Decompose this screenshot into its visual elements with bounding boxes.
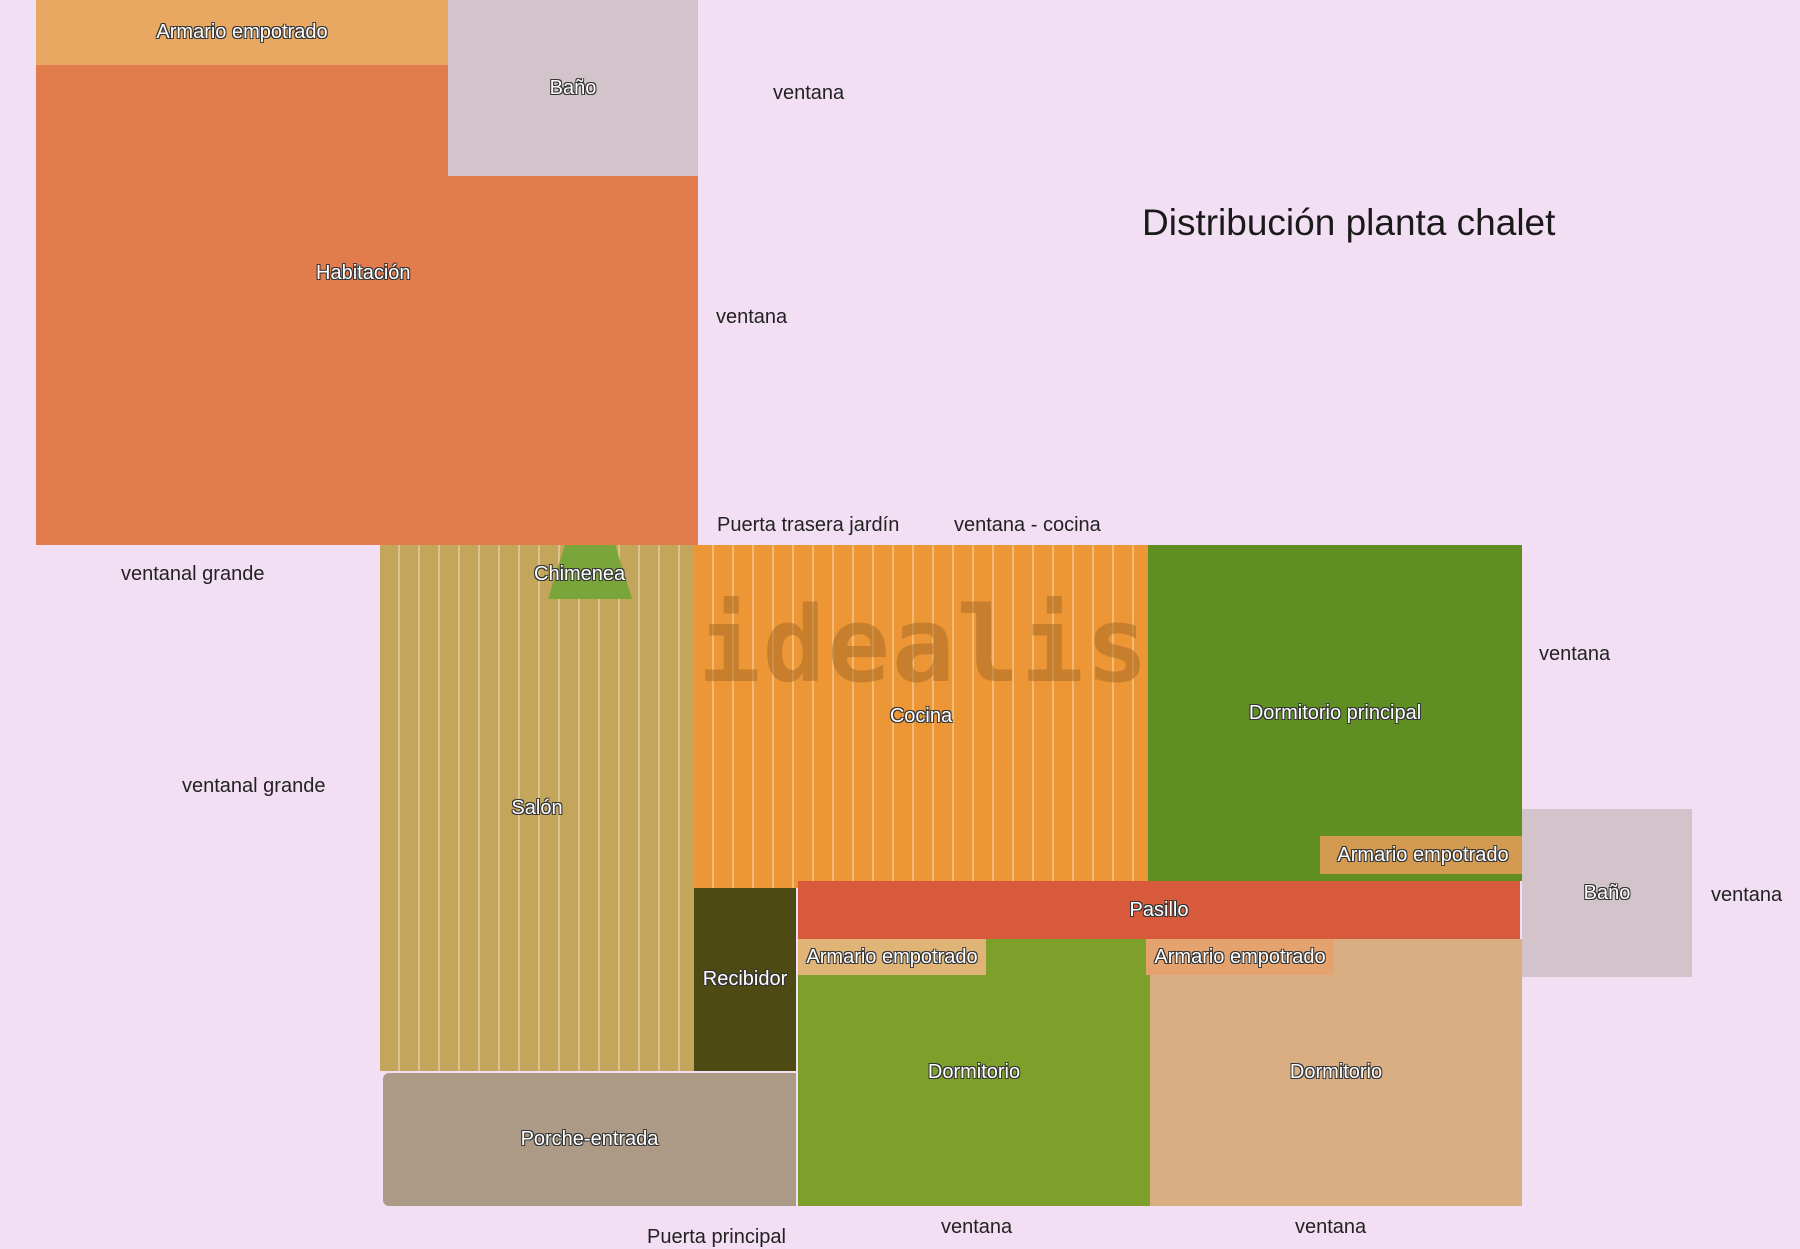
room-porche-label: Porche-entrada	[520, 1128, 659, 1150]
room-chimenea-label: Chimenea	[534, 563, 626, 585]
note-ventana-habitacion: ventana	[716, 306, 788, 328]
room-salon-label: Salón	[511, 796, 563, 819]
room-bano-right-label: Baño	[1583, 881, 1631, 904]
note-puerta-trasera: Puerta trasera jardín	[717, 514, 900, 536]
note-ventanal-1: ventanal grande	[121, 563, 265, 585]
room-habitacion-label: Habitación	[316, 262, 411, 284]
room-armario-dorm2-label: Armario empotrado	[1154, 945, 1326, 968]
note-ventana-top: ventana	[773, 82, 845, 104]
room-salon: Salón	[380, 545, 694, 1071]
room-bano-top: Baño	[448, 0, 698, 176]
room-armario-dorm1-label: Armario empotrado	[806, 945, 978, 968]
room-armario-dorm1: Armario empotrado	[798, 939, 986, 975]
room-dormitorio-1-label: Dormitorio	[927, 1061, 1021, 1083]
room-cocina-label: Cocina	[889, 705, 953, 727]
room-cocina: Cocina	[694, 545, 1148, 888]
note-ventanal-2: ventanal grande	[182, 775, 326, 797]
room-recibidor-label: Recibidor	[702, 968, 788, 990]
room-armario-principal: Armario empotrado	[1320, 836, 1526, 874]
room-armario-top-label: Armario empotrado	[156, 21, 328, 43]
room-bano-right: Baño	[1522, 809, 1692, 977]
note-puerta-principal: Puerta principal	[647, 1226, 786, 1248]
room-dormitorio-1: Dormitorio	[798, 939, 1150, 1206]
note-ventana-bano: ventana	[1711, 884, 1783, 906]
room-armario-top: Armario empotrado	[36, 0, 448, 65]
room-dormitorio-principal-label: Dormitorio principal	[1248, 701, 1422, 724]
note-ventana-cocina: ventana - cocina	[954, 514, 1101, 536]
note-ventana-dorm2: ventana	[1295, 1216, 1367, 1238]
room-dormitorio-2: Dormitorio	[1150, 939, 1522, 1206]
room-porche: Porche-entrada	[383, 1073, 796, 1206]
note-ventana-principal: ventana	[1539, 643, 1611, 665]
room-dormitorio-2-label: Dormitorio	[1289, 1061, 1383, 1083]
room-armario-dorm2: Armario empotrado	[1146, 939, 1334, 975]
room-bano-top-label: Baño	[549, 76, 597, 99]
plan-title: Distribución planta chalet	[1142, 202, 1556, 243]
room-pasillo-label: Pasillo	[1129, 898, 1189, 921]
note-ventana-dorm1: ventana	[941, 1216, 1013, 1238]
room-recibidor: Recibidor	[694, 888, 796, 1071]
room-dormitorio-principal: Dormitorio principal	[1148, 545, 1522, 881]
room-armario-principal-label: Armario empotrado	[1337, 843, 1509, 866]
room-pasillo: Pasillo	[798, 881, 1520, 939]
